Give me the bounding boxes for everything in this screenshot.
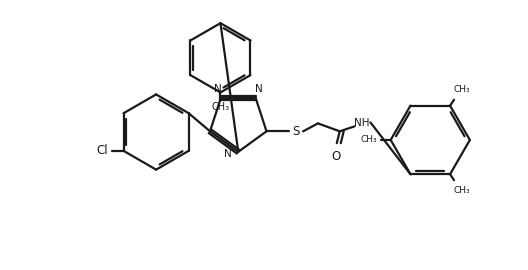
Text: CH₃: CH₃ <box>454 85 470 94</box>
Text: Cl: Cl <box>96 144 108 157</box>
Text: S: S <box>293 125 300 138</box>
Text: CH₃: CH₃ <box>361 136 377 144</box>
Text: CH₃: CH₃ <box>211 102 230 112</box>
Text: N: N <box>255 84 262 94</box>
Text: NH: NH <box>354 118 369 129</box>
Text: CH₃: CH₃ <box>454 185 470 195</box>
Text: N: N <box>214 84 222 94</box>
Text: O: O <box>331 150 341 163</box>
Text: N: N <box>224 149 232 159</box>
